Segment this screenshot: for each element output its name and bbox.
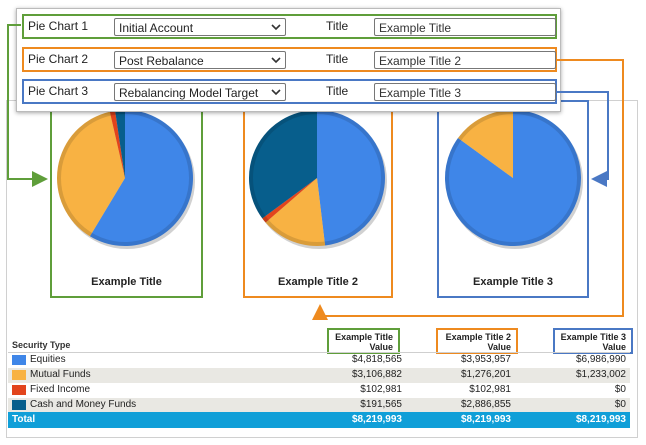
row-value-3: $0 <box>614 399 626 410</box>
config-row-label: Pie Chart 2 <box>28 52 89 66</box>
row-value-2: $1,276,201 <box>460 369 511 380</box>
title-input-value: Example Title 2 <box>379 54 462 68</box>
title-label: Title <box>326 52 349 66</box>
legend-swatch <box>12 355 26 365</box>
pie-1-slice-mutual-funds <box>56 111 125 237</box>
row-name: Mutual Funds <box>30 369 91 380</box>
pie-chart-1 <box>56 110 195 249</box>
column-header-3-line2: Value <box>602 342 626 352</box>
security-type-header: Security Type <box>12 340 71 350</box>
pie-chart-2-source-select[interactable]: Post Rebalance <box>114 51 286 69</box>
row-value-2: $102,981 <box>469 384 511 395</box>
column-header-1-line2: Value <box>369 342 393 352</box>
pie-chart-1-title-input[interactable]: Example Title <box>374 18 556 36</box>
table-row: Equities $4,818,565 $3,953,957 $6,986,99… <box>8 353 630 368</box>
row-value-2: $2,886,855 <box>460 399 511 410</box>
config-row-pie-chart-3: Pie Chart 3 Rebalancing Model Target Tit… <box>22 79 557 104</box>
total-value-3: $8,219,993 <box>575 414 626 425</box>
row-value-1: $3,106,882 <box>351 369 402 380</box>
legend-swatch <box>12 385 26 395</box>
pie-chart-2-title: Example Title 2 <box>278 276 358 288</box>
chevron-down-icon <box>271 89 281 96</box>
row-name: Cash and Money Funds <box>30 399 137 410</box>
table-row: Mutual Funds $3,106,882 $1,276,201 $1,23… <box>8 368 630 383</box>
title-label: Title <box>326 84 349 98</box>
pie-chart-frame-1: Example Title <box>50 100 203 298</box>
select-value: Post Rebalance <box>119 54 204 68</box>
pie-1-slice-equities <box>89 110 193 246</box>
pie-chart-frame-3: Example Title 3 <box>437 100 589 298</box>
pie-chart-frame-2: Example Title 2 <box>243 100 393 298</box>
pie-3-slice-equities <box>445 110 581 247</box>
column-header-2: Example Title 2 Value <box>436 328 518 354</box>
total-value-2: $8,219,993 <box>460 414 511 425</box>
row-value-3: $0 <box>614 384 626 395</box>
pie-chart-3-source-select[interactable]: Rebalancing Model Target <box>114 83 286 101</box>
column-header-1-line1: Example Title <box>335 332 393 342</box>
pie-chart-2-title-input[interactable]: Example Title 2 <box>374 51 556 69</box>
pie-2-slice-cash-and-money-funds <box>249 110 317 219</box>
pie-chart-2 <box>249 110 387 249</box>
pie-chart-config-panel: Pie Chart 1 Initial Account Title Exampl… <box>16 8 561 112</box>
column-header-3-line1: Example Title 3 <box>560 332 626 342</box>
pie-3-slice-mutual-funds <box>457 110 513 178</box>
pie-2-slice-equities <box>317 110 385 246</box>
pie-edge-shading <box>57 110 193 246</box>
column-header-3: Example Title 3 Value <box>553 328 633 354</box>
config-row-label: Pie Chart 3 <box>28 84 89 98</box>
row-value-2: $3,953,957 <box>460 354 511 365</box>
total-value-1: $8,219,993 <box>351 414 402 425</box>
total-label: Total <box>12 414 36 425</box>
column-header-2-line1: Example Title 2 <box>445 332 511 342</box>
row-name: Fixed Income <box>30 384 91 395</box>
connector-blue <box>556 91 609 187</box>
pie-edge-shading <box>445 110 581 246</box>
pie-2-slice-mutual-funds <box>265 178 326 246</box>
connector-green <box>7 24 48 187</box>
pie-1-slice-cash-and-money-funds <box>115 110 125 178</box>
legend-swatch <box>12 370 26 380</box>
title-label: Title <box>326 19 349 33</box>
config-row-pie-chart-2: Pie Chart 2 Post Rebalance Title Example… <box>22 47 557 72</box>
pie-chart-1-title: Example Title <box>91 276 162 288</box>
table-header-divider <box>8 352 630 353</box>
config-row-pie-chart-1: Pie Chart 1 Initial Account Title Exampl… <box>22 14 557 39</box>
row-value-3: $1,233,002 <box>575 369 626 380</box>
pie-1-slice-fixed-income <box>109 110 125 178</box>
total-row: Total $8,219,993 $8,219,993 $8,219,993 <box>8 412 630 428</box>
column-header-1: Example Title Value <box>327 328 400 354</box>
select-value: Initial Account <box>119 21 194 35</box>
connector-orange <box>312 59 624 320</box>
table-row: Fixed Income $102,981 $102,981 $0 <box>8 383 630 398</box>
pie-chart-1-source-select[interactable]: Initial Account <box>114 18 286 36</box>
column-header-2-line2: Value <box>487 342 511 352</box>
pie-2-slice-fixed-income <box>262 178 317 223</box>
row-value-1: $191,565 <box>360 399 402 410</box>
config-row-label: Pie Chart 1 <box>28 19 89 33</box>
title-input-value: Example Title <box>379 21 452 35</box>
legend-swatch <box>12 400 26 410</box>
row-name: Equities <box>30 354 66 365</box>
pie-chart-3-title: Example Title 3 <box>473 276 553 288</box>
table-row: Cash and Money Funds $191,565 $2,886,855… <box>8 398 630 413</box>
row-value-1: $4,818,565 <box>351 354 402 365</box>
chevron-down-icon <box>271 57 281 64</box>
pie-edge-shading <box>249 110 385 246</box>
row-value-3: $6,986,990 <box>575 354 626 365</box>
title-input-value: Example Title 3 <box>379 86 462 100</box>
row-value-1: $102,981 <box>360 384 402 395</box>
pie-chart-3-title-input[interactable]: Example Title 3 <box>374 83 556 101</box>
chevron-down-icon <box>271 24 281 31</box>
pie-chart-3 <box>445 110 583 249</box>
select-value: Rebalancing Model Target <box>119 86 259 100</box>
